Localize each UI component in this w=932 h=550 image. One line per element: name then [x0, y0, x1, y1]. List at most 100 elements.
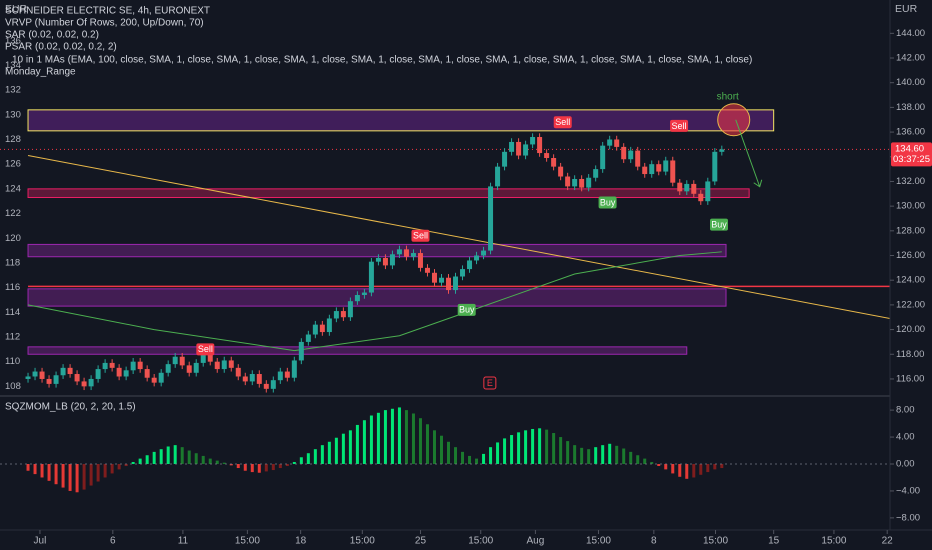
momentum-bar: [489, 447, 493, 464]
signal-label: Buy: [711, 220, 727, 230]
candle-body: [81, 381, 87, 387]
signal-badge: [196, 343, 215, 356]
candle-body: [53, 375, 59, 384]
candle-body: [221, 360, 227, 370]
momentum-bar: [678, 464, 682, 477]
x-tick-label: 6: [110, 536, 116, 547]
candle-body: [347, 301, 353, 318]
y2-tick-label: 116: [5, 282, 20, 293]
momentum-bar: [425, 424, 429, 464]
momentum-bar: [671, 464, 675, 474]
candle-body: [663, 160, 669, 172]
candle-body: [354, 295, 360, 302]
candle-body: [488, 186, 494, 251]
momentum-bar: [461, 451, 465, 464]
momentum-bar: [545, 429, 549, 464]
momentum-bar: [75, 464, 79, 493]
momentum-bar: [657, 464, 661, 467]
momentum-bar: [82, 464, 86, 490]
y-tick-label: 136.00: [896, 127, 925, 138]
candle-body: [453, 276, 459, 291]
countdown-label: 03:37:25: [893, 154, 930, 165]
candle-body: [649, 164, 655, 175]
x-tick-label: 22: [882, 536, 894, 547]
candle-body: [389, 254, 395, 266]
momentum-bar: [601, 445, 605, 464]
y-tick-label: 130.00: [896, 201, 925, 212]
y2-tick-label: 124: [5, 183, 21, 194]
momentum-bar: [180, 447, 184, 464]
candle-body: [460, 269, 466, 277]
candle-body: [312, 324, 318, 335]
x-tick-label: 15:00: [468, 536, 493, 547]
right-currency: EUR: [895, 3, 918, 15]
candle-body: [565, 176, 571, 187]
momentum-bar: [629, 451, 633, 464]
momentum-bar: [215, 460, 219, 464]
momentum-bar: [390, 408, 394, 464]
momentum-bar: [376, 412, 380, 464]
candle-body: [474, 255, 480, 261]
momentum-bar: [145, 455, 149, 464]
signal-label: Sell: [198, 344, 213, 354]
x-tick-label: 15:00: [821, 536, 846, 547]
momentum-bar: [615, 445, 619, 464]
last-price-label: 134.60: [895, 143, 924, 154]
momentum-bar: [236, 464, 240, 469]
momentum-bar: [47, 464, 51, 481]
momentum-bar: [482, 453, 486, 464]
y-tick-label: 140.00: [896, 77, 925, 88]
momentum-bar: [110, 464, 114, 474]
y-tick-label: 144.00: [896, 28, 925, 39]
y-tick-label: 128.00: [896, 225, 925, 236]
x-tick-label: 15:00: [586, 536, 611, 547]
momentum-bar: [622, 448, 626, 464]
signal-badge: [598, 196, 617, 209]
momentum-bar: [538, 428, 542, 464]
candle-body: [74, 374, 80, 382]
momentum-bar: [341, 433, 345, 464]
candle-body: [424, 267, 430, 273]
candle-body: [277, 371, 283, 381]
momentum-bar: [559, 437, 563, 464]
candle-body: [270, 380, 276, 389]
candle-body: [39, 371, 45, 379]
candle-body: [207, 354, 213, 362]
indicator-label: SAR (0.02, 0.02, 0.2): [5, 30, 99, 41]
candle-body: [438, 277, 444, 283]
signal-label: Buy: [600, 197, 616, 207]
momentum-bar: [173, 445, 177, 464]
candle-body: [109, 362, 115, 368]
y2-tick-label: 112: [5, 332, 20, 343]
x-tick-label: 15:00: [703, 536, 728, 547]
zone: [27, 288, 727, 307]
momentum-bar: [447, 441, 451, 464]
candle-body: [467, 260, 473, 270]
momentum-bar: [131, 461, 135, 464]
y2-tick-label: 118: [5, 257, 20, 268]
momentum-bar: [152, 451, 156, 464]
candle-body: [621, 146, 627, 160]
momentum-bar: [432, 430, 436, 464]
plot-area: Sell Sell Buy Sell Buy Sell Buy short E: [0, 91, 891, 493]
candle-body: [200, 354, 206, 363]
candle-body: [256, 374, 262, 384]
y2-tick-label: 122: [5, 208, 21, 219]
momentum-bar: [524, 430, 528, 464]
candle-body: [116, 367, 122, 377]
candle-body: [719, 149, 725, 152]
momentum-bar: [194, 453, 198, 464]
y-tick-label: 126.00: [896, 250, 925, 261]
momentum-bar: [580, 447, 584, 464]
momentum-bar: [566, 441, 570, 464]
momentum-bar: [468, 455, 472, 464]
y2-tick-label: 114: [5, 307, 20, 318]
momentum-bar: [496, 442, 500, 464]
x-tick-label: 18: [295, 536, 307, 547]
momentum-y-tick-label: −8.00: [896, 512, 920, 523]
left-currency: EUR: [5, 3, 28, 15]
momentum-bar: [278, 464, 282, 469]
x-tick-label: Jul: [34, 536, 47, 547]
momentum-bar: [250, 464, 254, 473]
